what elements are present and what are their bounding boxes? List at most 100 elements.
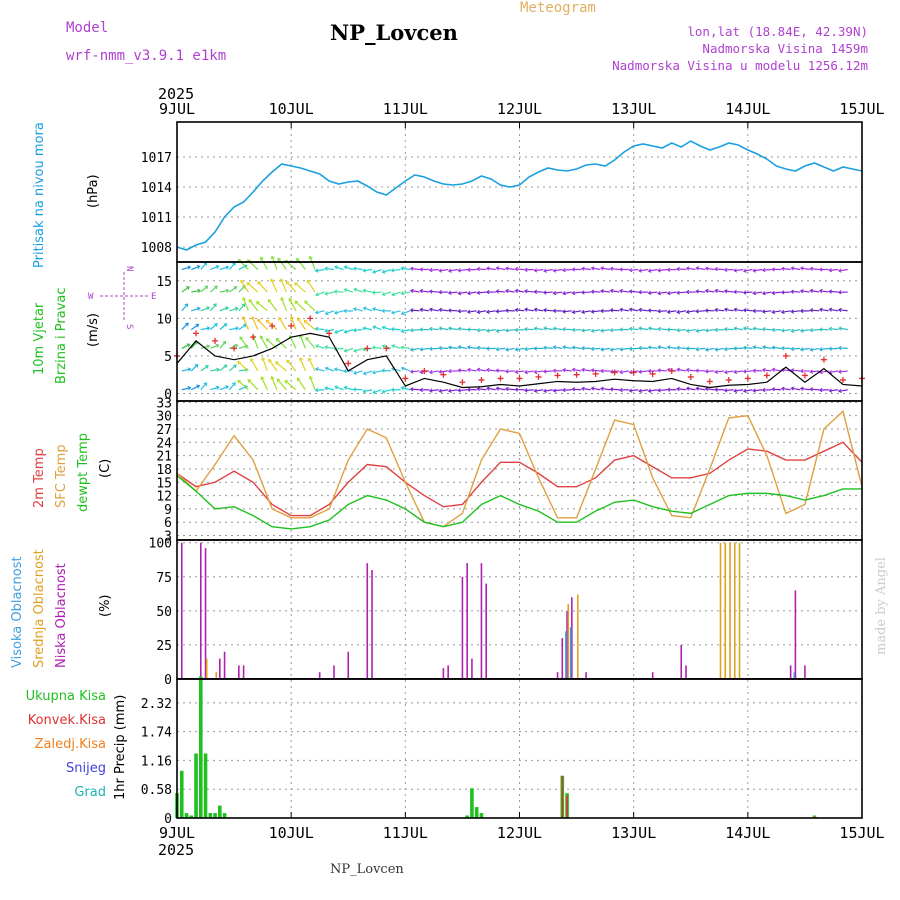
temp-y-tick-label: 9 — [164, 503, 172, 518]
wind-arrow-head — [704, 347, 709, 352]
wind-arrow-head — [333, 289, 338, 294]
wind-arrow-head — [391, 310, 395, 315]
wind-arrow — [228, 382, 236, 391]
wind-arrow — [772, 368, 782, 372]
wind-arrow — [391, 344, 401, 349]
panel-frame — [176, 121, 863, 263]
total-precip-bar — [194, 753, 198, 818]
wind-arrow-head — [638, 290, 642, 295]
wind-gust-marker — [706, 378, 713, 385]
wind-arrow — [753, 327, 763, 331]
wind-arrow — [458, 389, 468, 392]
wind-arrow-head — [476, 328, 481, 333]
wind-arrow — [181, 322, 189, 331]
wind-arrow — [724, 308, 734, 312]
wind-arrow — [676, 329, 687, 332]
wind-arrow — [543, 309, 553, 312]
wind-arrow-head — [695, 289, 699, 294]
precip-legend-convective: Konvek.Kisa — [28, 713, 106, 728]
wind-arrow-head — [609, 328, 614, 333]
wind-arrow — [181, 266, 191, 271]
wind-arrow — [280, 297, 287, 312]
wind-gust-marker — [440, 371, 447, 378]
wind-arrow-head — [837, 345, 842, 351]
wind-arrow-head — [761, 387, 766, 393]
wind-arrow-head — [809, 347, 814, 352]
wind-arrow-head — [225, 385, 229, 390]
wind-arrow-head — [552, 388, 557, 393]
wind-arrow-head — [466, 267, 471, 272]
wind-arrow-head — [234, 306, 239, 311]
time-tick-bottom-label: 9JUL — [159, 824, 195, 842]
wind-arrow-head — [761, 267, 766, 273]
wind-arrow-head — [733, 369, 738, 375]
wind-arrow — [753, 389, 763, 392]
wind-arrow — [260, 335, 268, 349]
wind-arrow-head — [197, 288, 201, 293]
wind-arrow-head — [505, 288, 509, 294]
wind-arrow — [410, 347, 420, 351]
wind-arrow-head — [447, 308, 452, 313]
wind-arrow-head — [533, 326, 538, 331]
wind-arrow-head — [638, 326, 642, 331]
wind-arrow-head — [324, 311, 329, 316]
wind-arrow — [638, 268, 649, 272]
wind-arrow-head — [315, 292, 320, 297]
wind-arrow-head — [514, 347, 519, 352]
wind-arrow-head — [704, 386, 709, 392]
temp-y-tick-label: 15 — [156, 476, 172, 491]
wind-arrow — [429, 370, 439, 374]
wind-arrow — [781, 329, 791, 332]
wind-arrow-head — [485, 386, 490, 391]
wind-arrow-head — [428, 388, 433, 393]
time-tick-top-label: 14JUL — [725, 100, 770, 118]
wind-arrow — [284, 380, 297, 391]
total-precip-bar — [222, 813, 227, 818]
wind-arrow-head — [723, 267, 728, 272]
wind-arrow-head — [419, 288, 424, 294]
wind-arrow-head — [186, 286, 190, 290]
wind-arrow-head — [267, 299, 272, 303]
wind-arrow-head — [214, 285, 218, 290]
wind-arrow-head — [600, 347, 604, 352]
wind-arrow-head — [514, 288, 519, 294]
wind-arrow — [260, 376, 268, 390]
wind-arrow-head — [391, 292, 396, 297]
wind-arrow-head — [723, 326, 728, 332]
wind-arrow — [515, 289, 525, 293]
wind-arrow-head — [571, 290, 576, 296]
wind-arrow-head — [381, 269, 386, 274]
wind-arrow-head — [225, 265, 230, 270]
wind-arrow — [562, 369, 572, 372]
wind-arrow-head — [400, 386, 405, 391]
wind-arrow-head — [400, 266, 405, 271]
wind-arrow — [810, 370, 820, 373]
wind-arrow-head — [305, 336, 310, 341]
wind-arrow — [619, 290, 630, 293]
wind-arrow-head — [581, 290, 585, 295]
wind-arrow — [315, 368, 325, 372]
wind-arrow-head — [270, 375, 275, 380]
wind-arrow-head — [438, 345, 442, 351]
wind-arrow-head — [353, 287, 358, 292]
wind-gust-marker — [763, 372, 770, 379]
wind-arrow-head — [324, 345, 329, 350]
wind-arrow — [372, 346, 382, 350]
wind-arrow-head — [242, 296, 247, 301]
wind-arrow — [524, 328, 534, 331]
wind-arrow — [372, 326, 382, 331]
wind-arrow — [334, 386, 344, 391]
wind-arrow-head — [609, 308, 614, 313]
wind-arrow-head — [307, 357, 312, 362]
wind-arrow-head — [187, 386, 192, 391]
wind-arrow — [762, 346, 772, 349]
wind-arrow-head — [562, 267, 566, 273]
wind-arrow-head — [333, 367, 338, 372]
wind-arrow — [251, 316, 259, 330]
wind-arrow — [581, 329, 591, 332]
wind-arrow-head — [561, 387, 566, 393]
wind-arrow — [363, 389, 373, 393]
wind-arrow-head — [714, 307, 718, 313]
wind-arrow-head — [185, 322, 189, 327]
wind-arrow-head — [809, 308, 814, 313]
